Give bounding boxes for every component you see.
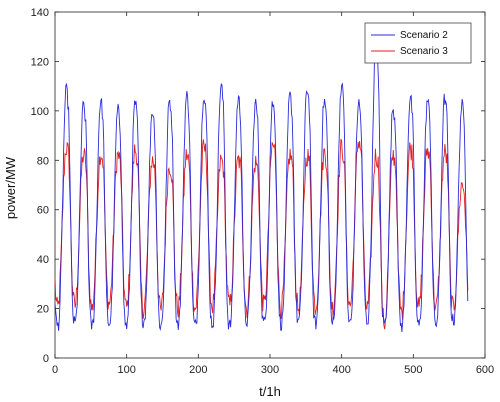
x-tick-label: 500	[404, 364, 422, 376]
x-tick-label: 600	[476, 364, 494, 376]
y-tick-label: 120	[31, 56, 49, 68]
ticks-layer: 0 100 200 300 400 500 600 0 20 40 60 80 100 120 140	[31, 7, 495, 376]
x-tick-label: 200	[189, 364, 207, 376]
y-tick-label: 140	[31, 7, 49, 19]
x-tick-label: 100	[117, 364, 135, 376]
y-tick-label: 100	[31, 106, 49, 118]
series-layer	[54, 36, 469, 333]
x-axis-label: t/1h	[259, 384, 281, 399]
y-tick-label: 60	[37, 205, 49, 217]
x-tick-label: 300	[261, 364, 279, 376]
series-line-scenario-2	[54, 36, 469, 333]
y-axis-label: power/MW	[3, 156, 18, 219]
x-tick-label: 400	[332, 364, 350, 376]
legend-box	[364, 22, 472, 64]
y-tick-label: 40	[37, 254, 49, 266]
y-tick-label: 0	[43, 353, 49, 365]
legend-label-scenario-3: Scenario 3	[400, 46, 448, 57]
legend: Scenario 2 Scenario 3	[364, 22, 472, 64]
y-tick-label: 20	[37, 304, 49, 316]
y-tick-label: 80	[37, 155, 49, 167]
legend-label-scenario-2: Scenario 2	[400, 30, 448, 41]
x-tick-label: 0	[52, 364, 58, 376]
